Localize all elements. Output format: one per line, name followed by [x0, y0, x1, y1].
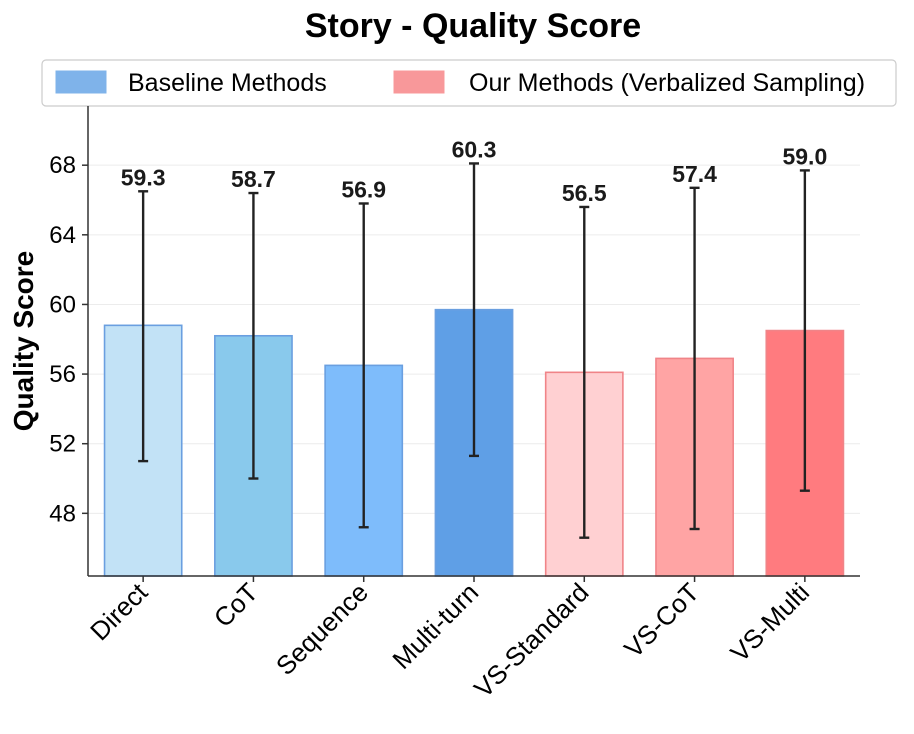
value-label-sequence: 56.9: [341, 176, 386, 202]
x-tick-label-vs-standard: VS-Standard: [468, 577, 594, 703]
error-bar-vs-multi: [799, 169, 810, 492]
legend-label-baseline: Baseline Methods: [128, 69, 327, 97]
error-bar-sequence: [358, 202, 369, 529]
y-tick-label-48: 48: [49, 500, 76, 527]
y-tick-label-60: 60: [49, 291, 76, 318]
error-bar-direct: [138, 190, 149, 463]
error-bar-vs-standard: [579, 205, 590, 539]
value-label-vs-cot: 57.4: [672, 161, 717, 187]
y-tick-label-56: 56: [49, 361, 76, 388]
y-tick-label-68: 68: [49, 152, 76, 179]
x-tick-label-vs-multi: VS-Multi: [724, 577, 815, 668]
y-axis-label: Quality Score: [8, 251, 39, 432]
error-bars: [138, 162, 810, 539]
error-bar-vs-cot: [689, 186, 700, 531]
legend: Baseline Methods Our Methods (Verbalized…: [41, 59, 897, 107]
x-tick-label-multi-turn: Multi-turn: [386, 577, 484, 675]
value-label-vs-standard: 56.5: [562, 180, 607, 206]
legend-label-ours: Our Methods (Verbalized Sampling): [469, 69, 865, 97]
value-label-multi-turn: 60.3: [452, 136, 497, 162]
value-label-direct: 59.3: [121, 164, 166, 190]
x-tick-label-cot: CoT: [208, 577, 264, 633]
value-label-vs-multi: 59.0: [782, 143, 827, 169]
y-tick-label-52: 52: [49, 431, 76, 458]
legend-swatch-ours: [393, 70, 445, 94]
y-tick-label-64: 64: [49, 222, 76, 249]
x-tick-label-vs-cot: VS-CoT: [618, 577, 705, 664]
y-ticks: 48 52 56 60 64 68: [49, 152, 88, 527]
value-label-cot: 58.7: [231, 166, 276, 192]
value-labels: 59.3 58.7 56.9 60.3 56.5 57.4 59.0: [121, 136, 827, 206]
error-bar-cot: [248, 191, 259, 480]
error-bar-multi-turn: [469, 162, 479, 458]
chart-title: Story - Quality Score: [305, 7, 641, 45]
x-tick-label-direct: Direct: [84, 576, 154, 646]
x-tick-label-sequence: Sequence: [270, 577, 374, 681]
legend-frame: [41, 59, 897, 107]
legend-swatch-baseline: [55, 70, 107, 94]
